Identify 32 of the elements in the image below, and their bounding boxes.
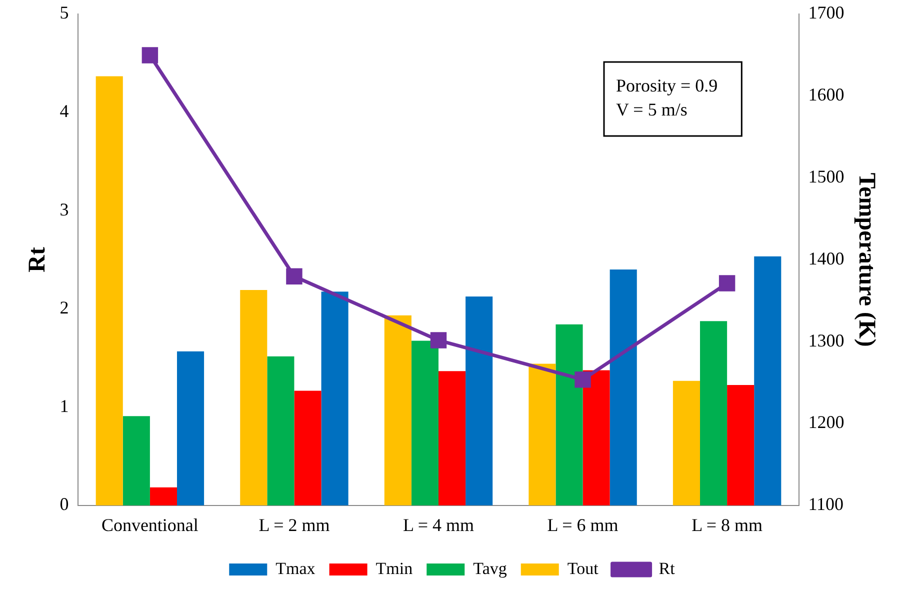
point <box>718 275 736 292</box>
point <box>142 47 158 64</box>
y-tick-label: 3 <box>60 199 69 220</box>
x-tick-label: L = 2 mm <box>258 514 330 535</box>
x-tick-label: L = 6 mm <box>547 514 618 535</box>
y2-tick-label: 1200 <box>808 412 844 432</box>
y-axis-title: Rt <box>24 247 51 272</box>
legend-label: Tmax <box>276 558 316 578</box>
legend-label: Tavg <box>473 558 508 578</box>
legend-label: Tout <box>567 558 599 578</box>
legend-label: Rt <box>658 558 676 578</box>
x-tick-label: L = 4 mm <box>403 514 474 535</box>
point <box>574 371 591 388</box>
y2-tick-label: 1600 <box>808 84 844 105</box>
y2-tick-label: 1300 <box>808 330 844 350</box>
point <box>430 332 447 348</box>
y2-axis-title: Temperature (K) <box>853 172 880 347</box>
y2-tick-label: 1500 <box>808 166 844 187</box>
y-tick-label: 4 <box>60 101 69 122</box>
x-tick-label: L = 8 mm <box>692 514 763 535</box>
y-tick-label: 5 <box>60 2 69 23</box>
x-tick-label: Conventional <box>101 514 198 535</box>
y2-tick-label: 1700 <box>808 2 844 23</box>
point <box>286 268 302 285</box>
y2-tick-label: 1100 <box>808 494 844 514</box>
annotation: V = 5 m/s <box>616 100 688 120</box>
y-tick-label: 0 <box>60 494 69 514</box>
legend-label: Tmin <box>376 558 414 578</box>
y-tick-label: 1 <box>60 396 69 416</box>
annotation: Porosity = 0.9 <box>616 76 718 96</box>
y-tick-label: 2 <box>60 298 69 318</box>
y2-tick-label: 1400 <box>808 248 844 268</box>
